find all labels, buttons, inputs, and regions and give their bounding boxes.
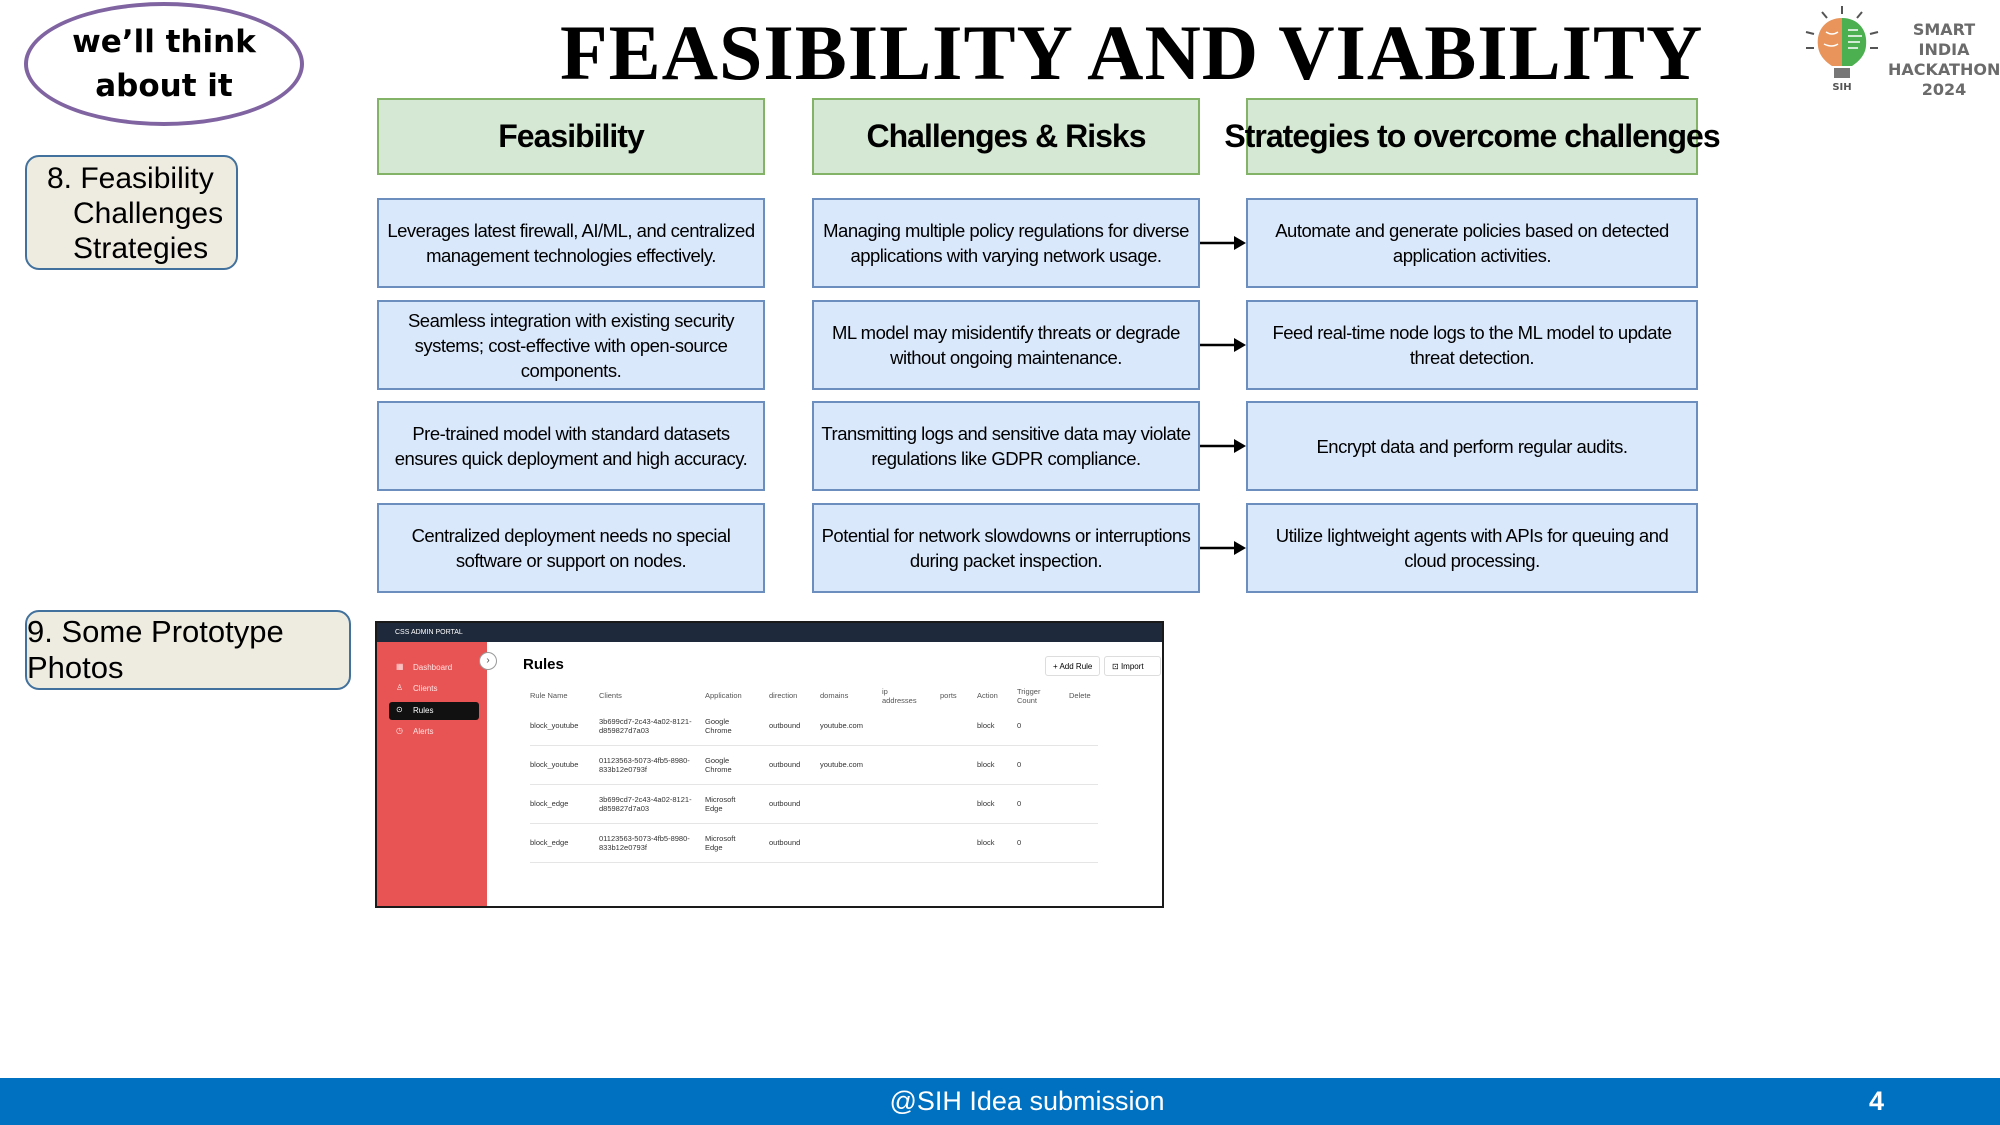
application-cell: Microsoft Edge: [705, 795, 736, 813]
table-row: block_edge 3b699cd7-2c43-4a02-8121-d85982…: [530, 785, 1098, 824]
rule-name-cell: block_youtube: [530, 760, 579, 769]
section-8-line-2: Challenges: [73, 197, 224, 230]
action-cell: block: [977, 838, 995, 847]
domain-cell: youtube.com: [820, 760, 863, 769]
client-id-cell: 3b699cd7-2c43-4a02-8121-d859827d7a03: [599, 795, 692, 813]
page-number: 4: [1869, 1086, 1885, 1116]
action-cell: block: [977, 721, 995, 730]
header-challenges: Challenges & Risks: [812, 98, 1200, 175]
import-icon: ⊡: [1112, 662, 1121, 671]
rule-name-cell: block_edge: [530, 799, 569, 808]
rule-name-cell: block_edge: [530, 838, 569, 847]
col-ip-addresses: ip addresses: [882, 687, 917, 705]
trigger-count-cell: 0: [1017, 799, 1022, 808]
challenge-cell: Managing multiple policy regulations for…: [812, 198, 1200, 288]
trigger-count-cell: 0: [1017, 838, 1022, 847]
arrow-right-icon: [1200, 541, 1246, 555]
table-row: block_edge 01123563-5073-4fb5-8980-833b12…: [530, 824, 1098, 863]
challenge-cell: Potential for network slowdowns or inter…: [812, 503, 1200, 593]
collapse-sidebar-button[interactable]: ›: [479, 652, 497, 670]
col-clients: Clients: [599, 691, 622, 700]
prototype-screenshot: CSS ADMIN PORTAL ▦ Dashboard ♙ Clients ⊙ Ru…: [375, 621, 1164, 908]
dashboard-icon: ▦: [396, 662, 404, 671]
portal-sidebar: ▦ Dashboard ♙ Clients ⊙ Rules ◷ Alerts: [377, 642, 487, 906]
domain-cell: youtube.com: [820, 721, 863, 730]
client-id-cell: 3b699cd7-2c43-4a02-8121-d859827d7a03: [599, 717, 692, 735]
logo-line-2: HACKATHON: [1888, 60, 2000, 79]
strategy-cell: Automate and generate policies based on …: [1246, 198, 1698, 288]
add-rule-button[interactable]: + Add Rule: [1045, 656, 1101, 676]
header-feasibility: Feasibility: [377, 98, 765, 175]
col-domains: domains: [820, 691, 849, 700]
brain-bulb-icon: SIH: [1805, 6, 1879, 93]
client-id-cell: 01123563-5073-4fb5-8980-833b12e0793f: [599, 834, 690, 852]
think-badge: we’ll think about it: [24, 2, 304, 126]
col-application: Application: [705, 691, 742, 700]
logo-text: SMART INDIA HACKATHON 2024: [1888, 20, 2000, 100]
feasibility-cell: Leverages latest firewall, AI/ML, and ce…: [377, 198, 765, 288]
section-8-line-1: 8. Feasibility: [47, 162, 214, 195]
feasibility-cell: Centralized deployment needs no special …: [377, 503, 765, 593]
trigger-count-cell: 0: [1017, 721, 1022, 730]
challenge-cell: ML model may misidentify threats or degr…: [812, 300, 1200, 390]
nav-rules[interactable]: ⊙ Rules: [389, 702, 479, 720]
col-delete: Delete: [1069, 691, 1091, 700]
portal-topbar: CSS ADMIN PORTAL: [377, 623, 1162, 642]
logo-line-1: SMART INDIA: [1912, 20, 1976, 59]
badge-line-1: we’ll think: [72, 24, 256, 60]
col-direction: direction: [769, 691, 798, 700]
footer-text: @SIH Idea submission: [889, 1086, 1165, 1116]
badge-line-2: about it: [95, 68, 233, 104]
feasibility-cell: Pre-trained model with standard datasets…: [377, 401, 765, 491]
trigger-count-cell: 0: [1017, 760, 1022, 769]
col-rule-name: Rule Name: [530, 691, 568, 700]
arrow-right-icon: [1200, 236, 1246, 250]
direction-cell: outbound: [769, 721, 801, 730]
arrow-right-icon: [1200, 439, 1246, 453]
arrow-right-icon: [1200, 338, 1246, 352]
strategy-cell: Encrypt data and perform regular audits.: [1246, 401, 1698, 491]
challenge-cell: Transmitting logs and sensitive data may…: [812, 401, 1200, 491]
action-cell: block: [977, 799, 995, 808]
user-icon: ♙: [396, 683, 404, 692]
direction-cell: outbound: [769, 799, 801, 808]
table-row: block_youtube 3b699cd7-2c43-4a02-8121-d85…: [530, 707, 1098, 746]
rule-name-cell: block_youtube: [530, 721, 579, 730]
client-id-cell: 01123563-5073-4fb5-8980-833b12e0793f: [599, 756, 690, 774]
sih-logo: SIH SMART INDIA HACKATHON 2024: [1802, 4, 2000, 99]
logo-line-3: 2024: [1921, 80, 1967, 99]
nav-label: Clients: [413, 684, 438, 693]
nav-label: Rules: [413, 706, 434, 715]
strategy-cell: Feed real-time node logs to the ML model…: [1246, 300, 1698, 390]
col-ports: ports: [940, 691, 957, 700]
action-cell: block: [977, 760, 995, 769]
page-title: FEASIBILITY AND VIABILITY: [560, 9, 1704, 96]
section-9-label: 9. Some Prototype Photos: [25, 610, 351, 690]
section-8-line-3: Strategies: [73, 232, 209, 265]
direction-cell: outbound: [769, 760, 801, 769]
application-cell: Google Chrome: [705, 717, 732, 735]
rules-title: Rules: [523, 656, 564, 673]
nav-label: Alerts: [413, 727, 434, 736]
logo-abbr: SIH: [1832, 82, 1851, 93]
nav-label: Dashboard: [413, 663, 453, 672]
section-8-label: 8. Feasibility Challenges Strategies: [25, 155, 238, 270]
footer-bar: @SIH Idea submission 4: [0, 1078, 2000, 1125]
feasibility-cell: Seamless integration with existing secur…: [377, 300, 765, 390]
col-trigger-count: Trigger Count: [1017, 687, 1041, 705]
table-row: block_youtube 01123563-5073-4fb5-8980-833…: [530, 746, 1098, 785]
direction-cell: outbound: [769, 838, 801, 847]
nav-alerts[interactable]: ◷ Alerts: [389, 723, 479, 741]
application-cell: Microsoft Edge: [705, 834, 736, 852]
strategy-cell: Utilize lightweight agents with APIs for…: [1246, 503, 1698, 593]
nav-clients[interactable]: ♙ Clients: [389, 680, 479, 698]
import-button[interactable]: ⊡ Import: [1104, 656, 1161, 676]
import-label: Import: [1120, 662, 1144, 671]
alert-icon: ◷: [396, 726, 403, 735]
col-action: Action: [977, 691, 998, 700]
rules-icon: ⊙: [396, 705, 403, 714]
application-cell: Google Chrome: [705, 756, 732, 774]
header-strategies: Strategies to overcome challenges: [1224, 98, 1721, 175]
nav-dashboard[interactable]: ▦ Dashboard: [389, 659, 479, 677]
